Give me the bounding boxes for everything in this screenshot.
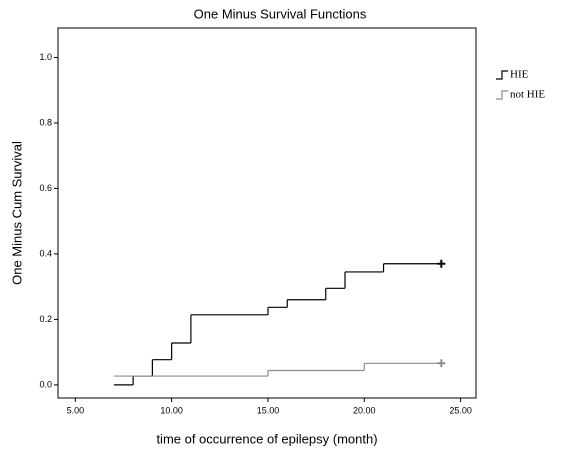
legend-swatch (496, 70, 508, 80)
x-tick-label: 5.00 (67, 405, 85, 415)
x-axis-label: time of occurrence of epilepsy (month) (156, 431, 377, 446)
plot-frame (57, 27, 477, 399)
legend-label: not HIE (510, 89, 545, 101)
x-tick-label: 15.00 (257, 405, 280, 415)
censor-mark (437, 259, 446, 268)
y-tick-label: 0.6 (39, 183, 52, 193)
y-tick-label: 0.0 (39, 379, 52, 389)
y-tick-label: 1.0 (39, 52, 52, 62)
x-tick-label: 25.00 (449, 405, 472, 415)
legend-swatch (496, 90, 508, 100)
y-tick-label: 0.2 (39, 314, 52, 324)
x-tick-label: 10.00 (160, 405, 183, 415)
y-axis-label: One Minus Cum Survival (9, 141, 24, 285)
x-tick-label: 20.00 (353, 405, 376, 415)
y-tick-label: 0.4 (39, 248, 52, 258)
chart-title: One Minus Survival Functions (194, 6, 367, 21)
legend-label: HIE (510, 69, 529, 81)
censor-mark (437, 359, 446, 368)
y-tick-label: 0.8 (39, 117, 52, 127)
